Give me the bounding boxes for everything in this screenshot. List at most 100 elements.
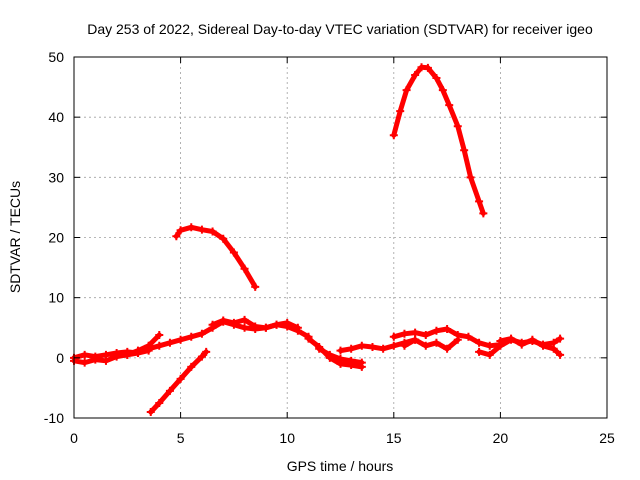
data-point bbox=[251, 282, 260, 291]
data-point bbox=[208, 320, 217, 329]
data-point bbox=[438, 86, 447, 95]
data-point bbox=[368, 343, 377, 352]
series-arc-7 bbox=[315, 344, 366, 367]
axis-ticks: 0 5 10 15 20 25 -10 0 10 20 30 40 50 bbox=[44, 49, 615, 446]
series-line bbox=[124, 332, 162, 358]
data-point bbox=[133, 346, 142, 355]
data-point bbox=[197, 225, 206, 234]
data-point bbox=[187, 362, 196, 371]
data-point bbox=[475, 347, 484, 356]
data-point bbox=[165, 338, 174, 347]
series-arc-12 bbox=[496, 334, 565, 359]
data-point bbox=[400, 329, 409, 338]
data-point bbox=[197, 352, 206, 361]
data-point bbox=[283, 318, 292, 327]
data-point bbox=[176, 374, 185, 383]
data-point bbox=[202, 347, 211, 356]
data-point bbox=[517, 340, 526, 349]
data-point bbox=[80, 358, 89, 367]
data-point bbox=[421, 330, 430, 339]
data-point bbox=[155, 398, 164, 407]
y-tick-label: -10 bbox=[44, 410, 64, 426]
data-point bbox=[336, 346, 345, 355]
data-point bbox=[112, 352, 121, 361]
data-point bbox=[402, 86, 411, 95]
data-point bbox=[144, 344, 153, 353]
y-tick-label: 30 bbox=[48, 169, 64, 185]
data-point bbox=[229, 318, 238, 327]
series-arc-10 bbox=[400, 335, 462, 353]
series-arc-3 bbox=[123, 330, 164, 359]
y-tick-label: 0 bbox=[56, 350, 64, 366]
data-point bbox=[240, 315, 249, 324]
data-point bbox=[315, 344, 324, 353]
data-point bbox=[556, 350, 565, 359]
x-tick-label: 10 bbox=[279, 430, 295, 446]
data-point bbox=[187, 332, 196, 341]
data-point bbox=[485, 350, 494, 359]
data-point bbox=[396, 107, 405, 116]
data-point bbox=[507, 334, 516, 343]
data-point bbox=[475, 338, 484, 347]
data-point bbox=[411, 335, 420, 344]
data-point bbox=[261, 323, 270, 332]
data-point bbox=[432, 74, 441, 83]
y-tick-label: 20 bbox=[48, 230, 64, 246]
data-point bbox=[421, 341, 430, 350]
data-point bbox=[91, 355, 100, 364]
data-point bbox=[528, 335, 537, 344]
data-point bbox=[432, 338, 441, 347]
data-point bbox=[240, 264, 249, 273]
data-point bbox=[453, 335, 462, 344]
data-point bbox=[453, 122, 462, 131]
data-point bbox=[336, 355, 345, 364]
data-point bbox=[347, 356, 356, 365]
data-point bbox=[176, 335, 185, 344]
data-point bbox=[197, 329, 206, 338]
data-point bbox=[423, 63, 432, 72]
series-line bbox=[391, 64, 486, 216]
data-point bbox=[549, 344, 558, 353]
data-point bbox=[208, 227, 217, 236]
series-arc-15 bbox=[389, 63, 488, 218]
data-point bbox=[460, 146, 469, 155]
data-point bbox=[272, 320, 281, 329]
data-point bbox=[304, 334, 313, 343]
x-tick-label: 15 bbox=[386, 430, 402, 446]
series-arc-13 bbox=[146, 347, 211, 416]
data-point bbox=[432, 326, 441, 335]
data-point bbox=[229, 248, 238, 257]
series-arc-6 bbox=[304, 334, 366, 371]
series-line bbox=[402, 337, 461, 352]
data-point bbox=[219, 234, 228, 243]
data-point bbox=[101, 356, 110, 365]
x-tick-label: 20 bbox=[493, 430, 509, 446]
data-point bbox=[466, 173, 475, 182]
data-marks bbox=[70, 63, 565, 416]
data-point bbox=[411, 71, 420, 80]
y-tick-label: 50 bbox=[48, 49, 64, 65]
data-point bbox=[539, 341, 548, 350]
y-tick-label: 40 bbox=[48, 109, 64, 125]
data-point bbox=[293, 323, 302, 332]
data-point bbox=[80, 350, 89, 359]
x-tick-label: 5 bbox=[177, 430, 185, 446]
data-point bbox=[146, 407, 155, 416]
data-point bbox=[357, 341, 366, 350]
data-point bbox=[165, 386, 174, 395]
data-point bbox=[155, 341, 164, 350]
data-point bbox=[251, 322, 260, 331]
data-point bbox=[479, 209, 488, 218]
data-point bbox=[400, 341, 409, 350]
data-point bbox=[176, 226, 185, 235]
data-point bbox=[172, 232, 181, 241]
data-point bbox=[123, 350, 132, 359]
x-tick-label: 25 bbox=[599, 430, 615, 446]
data-point bbox=[347, 344, 356, 353]
series-line bbox=[173, 224, 258, 290]
y-axis-label: SDTVAR / TECUs bbox=[7, 181, 23, 293]
data-point bbox=[240, 323, 249, 332]
data-point bbox=[464, 332, 473, 341]
data-point bbox=[389, 332, 398, 341]
